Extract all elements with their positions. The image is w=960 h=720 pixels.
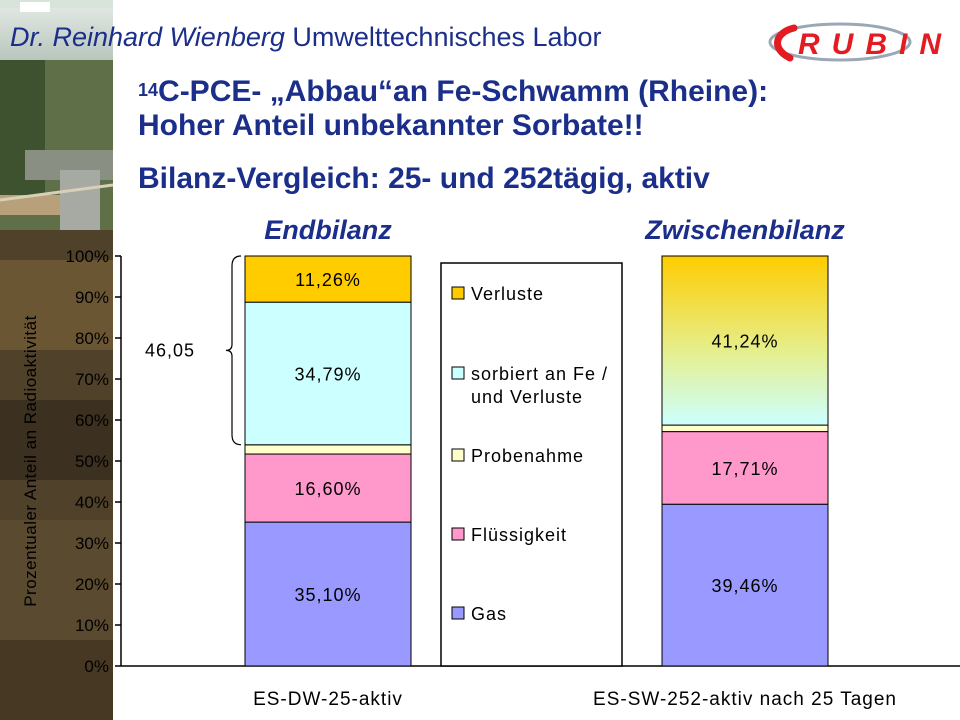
bar-data-label: 11,26% (295, 270, 361, 290)
bar-heading-endbilanz: Endbilanz (264, 215, 392, 245)
legend-entry: Verluste (471, 284, 544, 304)
y-axis-label: Prozentualer Anteil an Radioaktivität (21, 315, 40, 607)
legend-entry: sorbiert an Fe / (471, 364, 608, 384)
bar-segment (661, 503, 829, 667)
y-tick-label: 50% (75, 452, 109, 471)
legend-swatch (451, 606, 465, 620)
bar-data-label: 35,10% (294, 585, 361, 605)
y-tick-label: 80% (75, 329, 109, 348)
y-tick-label: 100% (66, 247, 109, 266)
lab-name: Umwelttechnisches Labor (292, 22, 602, 52)
bars: 35,10% 16,60% 34,79% 11,26% 39,46% 17,71% 41,2… (244, 255, 829, 667)
bar-data-label: 17,71% (711, 459, 778, 479)
y-tick-label: 40% (75, 493, 109, 512)
legend-swatch (451, 366, 465, 380)
legend-swatch (451, 286, 465, 300)
legend-entry: Flüssigkeit (471, 525, 567, 545)
title-line-1: 14C-PCE- „Abbau“an Fe-Schwamm (Rheine): (138, 75, 768, 109)
y-tick-label: 60% (75, 411, 109, 430)
x-category-label: ES-DW-25-aktiv (253, 689, 403, 710)
annotation: 46,05 (145, 255, 242, 446)
isotope-mass: 14 (138, 80, 159, 100)
bar-segment (244, 255, 412, 303)
legend-entry: und Verluste (471, 387, 583, 407)
y-tick-label: 90% (75, 288, 109, 307)
y-tick-label: 20% (75, 575, 109, 594)
legend-box (440, 262, 623, 667)
title-line-1-text: C-PCE- „Abbau“an Fe-Schwamm (Rheine): (158, 75, 769, 108)
bar-segment (244, 444, 412, 455)
slide-title: 14C-PCE- „Abbau“an Fe-Schwamm (Rheine): … (138, 75, 768, 143)
y-tick-label: 70% (75, 370, 109, 389)
y-tick-label: 10% (75, 616, 109, 635)
bar-segment (244, 521, 412, 667)
bar-data-label: 16,60% (294, 479, 361, 499)
bar-segment (661, 424, 829, 433)
annotation-brace (225, 255, 242, 446)
title-line-2: Hoher Anteil unbekannter Sorbate!! (138, 109, 644, 142)
author-name: Dr. Reinhard Wienberg (10, 22, 285, 52)
bar-segment (661, 431, 829, 505)
header-author: Dr. Reinhard Wienberg Umwelttechnisches … (10, 22, 602, 53)
x-category-labels: ES-DW-25-aktiv ES-SW-252-aktiv nach 25 Ta… (253, 689, 897, 710)
bar-segment (244, 453, 412, 523)
y-tick-label: 0% (84, 657, 109, 676)
legend: Verluste sorbiert an Fe / und Verluste Prob… (440, 262, 623, 667)
bar-data-label: 39,46% (711, 576, 778, 596)
slide-subtitle: Bilanz-Vergleich: 25- und 252tägig, akti… (138, 162, 710, 195)
annotation-value: 46,05 (145, 340, 195, 360)
rubin-logo: RUBIN (768, 22, 944, 62)
logo-text: RUBIN (798, 28, 944, 61)
bar-data-label: 34,79% (294, 364, 361, 384)
bar-data-label: 41,24% (711, 332, 778, 352)
x-category-label: ES-SW-252-aktiv nach 25 Tagen (593, 689, 897, 710)
bar-segment (661, 255, 829, 426)
legend-entry: Gas (471, 604, 507, 624)
legend-swatch (451, 527, 465, 541)
bar-heading-zwischenbilanz: Zwischenbilanz (645, 215, 845, 245)
legend-entry: Probenahme (471, 446, 584, 466)
site-photo (0, 0, 113, 720)
y-tick-label: 30% (75, 534, 109, 553)
y-ticks: 0% 10% 20% 30% 40% 50% 60% 70% 80% 90% 100% (66, 247, 121, 676)
legend-swatch (451, 448, 465, 462)
